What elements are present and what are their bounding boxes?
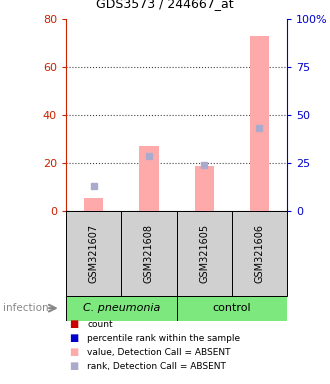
Bar (177, 296, 287, 321)
Text: value, Detection Call = ABSENT: value, Detection Call = ABSENT (87, 348, 231, 357)
Text: rank, Detection Call = ABSENT: rank, Detection Call = ABSENT (87, 361, 226, 371)
Bar (66, 296, 177, 321)
Text: GSM321607: GSM321607 (89, 224, 99, 283)
Text: percentile rank within the sample: percentile rank within the sample (87, 334, 241, 343)
Text: C. pneumonia: C. pneumonia (82, 303, 160, 313)
Text: GSM321605: GSM321605 (199, 224, 209, 283)
Bar (121, 211, 177, 296)
Text: ■: ■ (69, 361, 79, 371)
Bar (139, 146, 159, 211)
Bar (232, 211, 287, 296)
Bar (194, 166, 214, 211)
Text: control: control (213, 303, 251, 313)
Text: infection: infection (3, 303, 49, 313)
Text: GDS3573 / 244667_at: GDS3573 / 244667_at (96, 0, 234, 10)
Text: ■: ■ (69, 333, 79, 343)
Bar (84, 198, 103, 211)
Bar (66, 211, 121, 296)
Text: ■: ■ (69, 319, 79, 329)
Text: GSM321608: GSM321608 (144, 224, 154, 283)
Text: count: count (87, 320, 113, 329)
Bar (177, 211, 232, 296)
Bar (250, 36, 269, 211)
Text: ■: ■ (69, 347, 79, 357)
Text: GSM321606: GSM321606 (254, 224, 264, 283)
